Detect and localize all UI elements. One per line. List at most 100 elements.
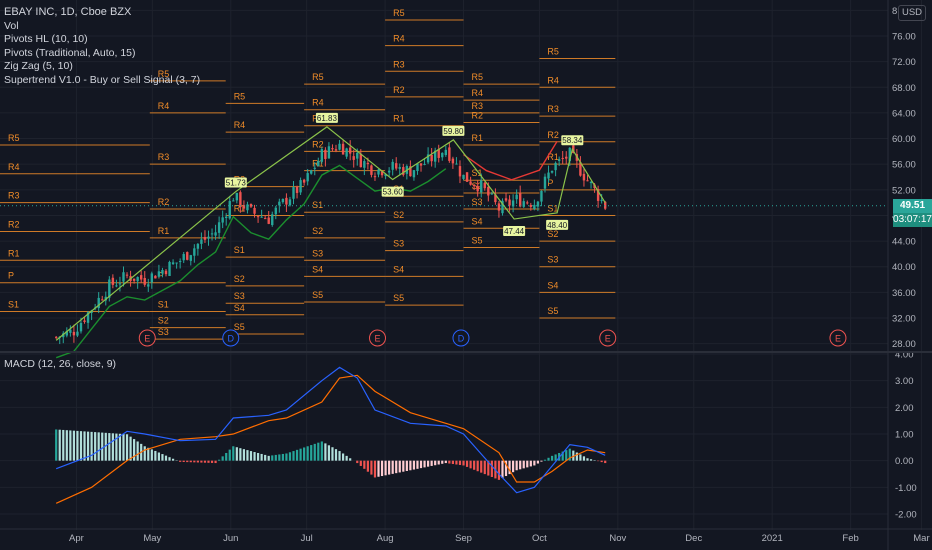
macd-histogram-bar <box>164 455 168 461</box>
macd-histogram-bar <box>278 454 281 461</box>
candle-body <box>586 180 589 182</box>
candle-body <box>515 194 518 200</box>
candle-body <box>348 147 352 154</box>
pivot-label-p: P <box>547 178 553 188</box>
pivot-label-s5: S5 <box>234 322 245 332</box>
candle-body <box>331 148 334 150</box>
candle-body <box>511 200 515 207</box>
indicator-pivots-hl[interactable]: Pivots HL (10, 10) <box>4 33 88 45</box>
macd-histogram-bar <box>388 460 391 475</box>
macd-histogram-bar <box>69 430 72 461</box>
candle-body <box>65 331 69 336</box>
candle-body <box>182 254 185 261</box>
macd-histogram-bar <box>125 434 129 461</box>
pivot-label-s1: S1 <box>472 168 483 178</box>
pivot-label-s3: S3 <box>312 248 323 258</box>
pivot-label-s4: S4 <box>472 216 483 226</box>
y-tick-label: 28.00 <box>892 339 916 350</box>
macd-histogram-bar <box>501 460 504 478</box>
indicator-pivots[interactable]: Pivots (Traditional, Auto, 15) <box>4 46 136 59</box>
zigzag-label-box <box>224 177 247 188</box>
candle-body <box>111 277 115 285</box>
macd-histogram-bar <box>363 460 366 469</box>
macd-histogram-bar <box>515 460 518 471</box>
pivot-label-r2: R2 <box>158 197 170 207</box>
candle-body <box>409 166 412 177</box>
candle-body <box>494 194 497 203</box>
candle-body <box>377 169 380 175</box>
pivot-label-s4: S4 <box>312 264 323 274</box>
macd-histogram-bar <box>419 460 423 469</box>
macd-histogram-bar <box>490 460 493 477</box>
macd-histogram-bar <box>529 460 532 467</box>
candle-body <box>536 201 540 207</box>
candle-body <box>363 161 366 168</box>
candle-body <box>589 182 593 184</box>
candle-body <box>249 204 253 207</box>
candle-body <box>306 173 309 182</box>
macd-histogram-bar <box>203 460 207 463</box>
macd-histogram-bar <box>504 460 508 477</box>
macd-histogram-bar <box>377 460 380 477</box>
candle-body <box>161 269 164 274</box>
macd-histogram-bar <box>327 445 331 461</box>
pivot-label-r1: R1 <box>472 133 484 143</box>
candle-body <box>391 161 394 170</box>
pivot-label-p: P <box>158 271 164 281</box>
candle-body <box>398 167 401 169</box>
macd-histogram-bar <box>118 433 122 461</box>
candle-body <box>267 217 270 224</box>
candle-body <box>469 181 472 185</box>
y-tick-label: 52.00 <box>892 185 916 196</box>
pivot-label-r2: R2 <box>312 139 324 149</box>
candle-body <box>210 233 214 235</box>
candle-body <box>384 174 387 177</box>
macd-histogram-bar <box>193 460 196 463</box>
macd-histogram-bar <box>288 452 292 461</box>
macd-histogram-bar <box>554 454 557 461</box>
pivot-label-s3: S3 <box>158 327 169 337</box>
x-tick-label: Oct <box>532 533 547 544</box>
macd-tick-label: 2.00 <box>895 403 914 414</box>
y-tick-label: 40.00 <box>892 262 916 273</box>
candle-body <box>83 320 86 322</box>
pivot-label-s2: S2 <box>158 316 169 326</box>
candle-body <box>572 145 575 153</box>
pivot-label-r3: R3 <box>393 59 405 69</box>
pivot-label-r1: R1 <box>158 226 170 236</box>
macd-histogram-bar <box>303 447 306 461</box>
macd-histogram-bar <box>462 460 465 466</box>
macd-histogram-bar <box>207 460 210 463</box>
currency-badge[interactable]: USD <box>898 5 926 21</box>
macd-histogram-bar <box>331 447 334 461</box>
candle-body <box>543 176 547 189</box>
candle-body <box>200 239 203 244</box>
macd-histogram-bar <box>285 453 288 461</box>
macd-histogram-bar <box>154 450 157 461</box>
symbol-title[interactable]: EBAY INC, 1D, Cboe BZX <box>4 6 132 18</box>
candle-body <box>256 216 260 218</box>
candle-body <box>164 270 168 275</box>
candle-body <box>472 184 476 187</box>
candle-body <box>235 192 239 201</box>
candle-body <box>253 207 256 214</box>
indicator-zigzag[interactable]: Zig Zag (5, 10) <box>4 60 73 72</box>
macd-histogram-bar <box>427 460 430 467</box>
candle-body <box>596 189 600 201</box>
candle-body <box>451 158 455 164</box>
candle-body <box>97 297 100 309</box>
pivot-label-r5: R5 <box>8 133 20 143</box>
macd-histogram-bar <box>228 449 231 461</box>
pivot-label-r3: R3 <box>158 152 170 162</box>
macd-histogram-bar <box>83 431 86 461</box>
pivot-label-r5: R5 <box>393 8 405 18</box>
countdown-tag: 03:07:17 <box>893 212 932 227</box>
supertrend-up <box>55 164 447 359</box>
macd-legend[interactable]: MACD (12, 26, close, 9) <box>4 358 117 370</box>
indicator-supertrend[interactable]: Supertrend V1.0 - Buy or Sell Signal (3,… <box>4 73 201 86</box>
macd-histogram-bar <box>115 433 118 461</box>
candle-body <box>504 198 508 201</box>
indicator-vol[interactable]: Vol <box>4 19 19 32</box>
pivot-label-r4: R4 <box>472 88 484 98</box>
